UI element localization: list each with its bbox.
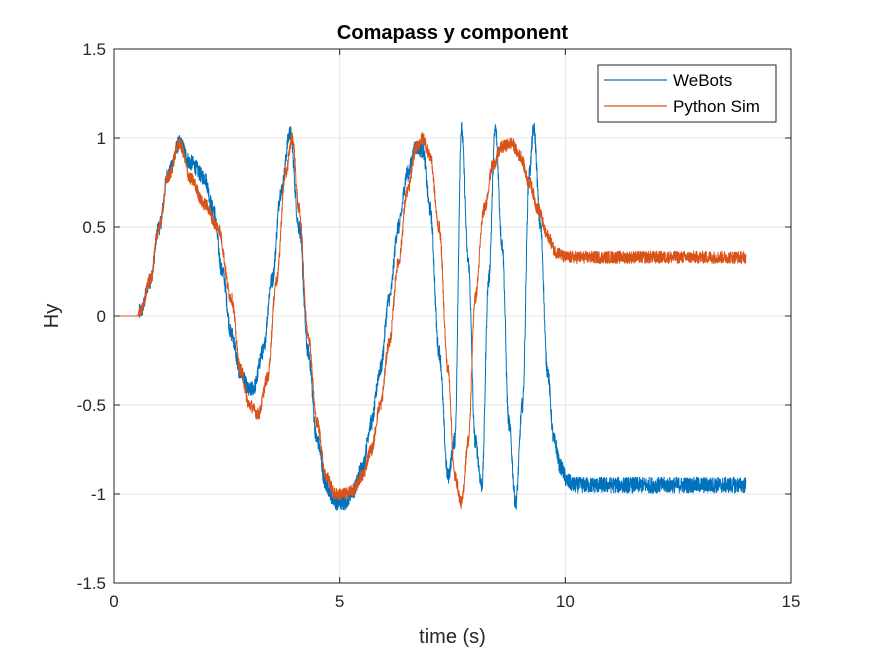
x-tick-label: 10	[556, 592, 575, 611]
x-tick-label: 0	[109, 592, 118, 611]
legend-box	[597, 64, 777, 123]
legend-label-webots: WeBots	[673, 71, 732, 90]
series-line-python-sim	[114, 131, 747, 510]
y-tick-label: -0.5	[77, 396, 106, 415]
x-axis-label: time (s)	[419, 626, 486, 648]
y-tick-label: 1	[97, 129, 106, 148]
grid	[114, 49, 791, 583]
y-tick-label: -1.5	[77, 574, 106, 593]
y-tick-label: 0	[97, 307, 106, 326]
legend: WeBots Python Sim	[597, 64, 777, 123]
legend-label-python-sim: Python Sim	[673, 97, 760, 116]
ticks	[113, 48, 792, 584]
chart-title: Comapass y component	[337, 22, 569, 44]
y-tick-label: 0.5	[82, 218, 106, 237]
y-axis-label: Hy	[41, 304, 63, 328]
series-layer	[114, 121, 747, 511]
y-tick-label: 1.5	[82, 40, 106, 59]
x-tick-label: 15	[782, 592, 801, 611]
x-tick-label: 5	[335, 592, 344, 611]
y-tick-label: -1	[91, 485, 106, 504]
series-line-webots	[114, 121, 747, 511]
tick-labels: 0 5 10 15 -1.5 -1 -0.5 0 0.5 1 1.5	[77, 40, 801, 611]
